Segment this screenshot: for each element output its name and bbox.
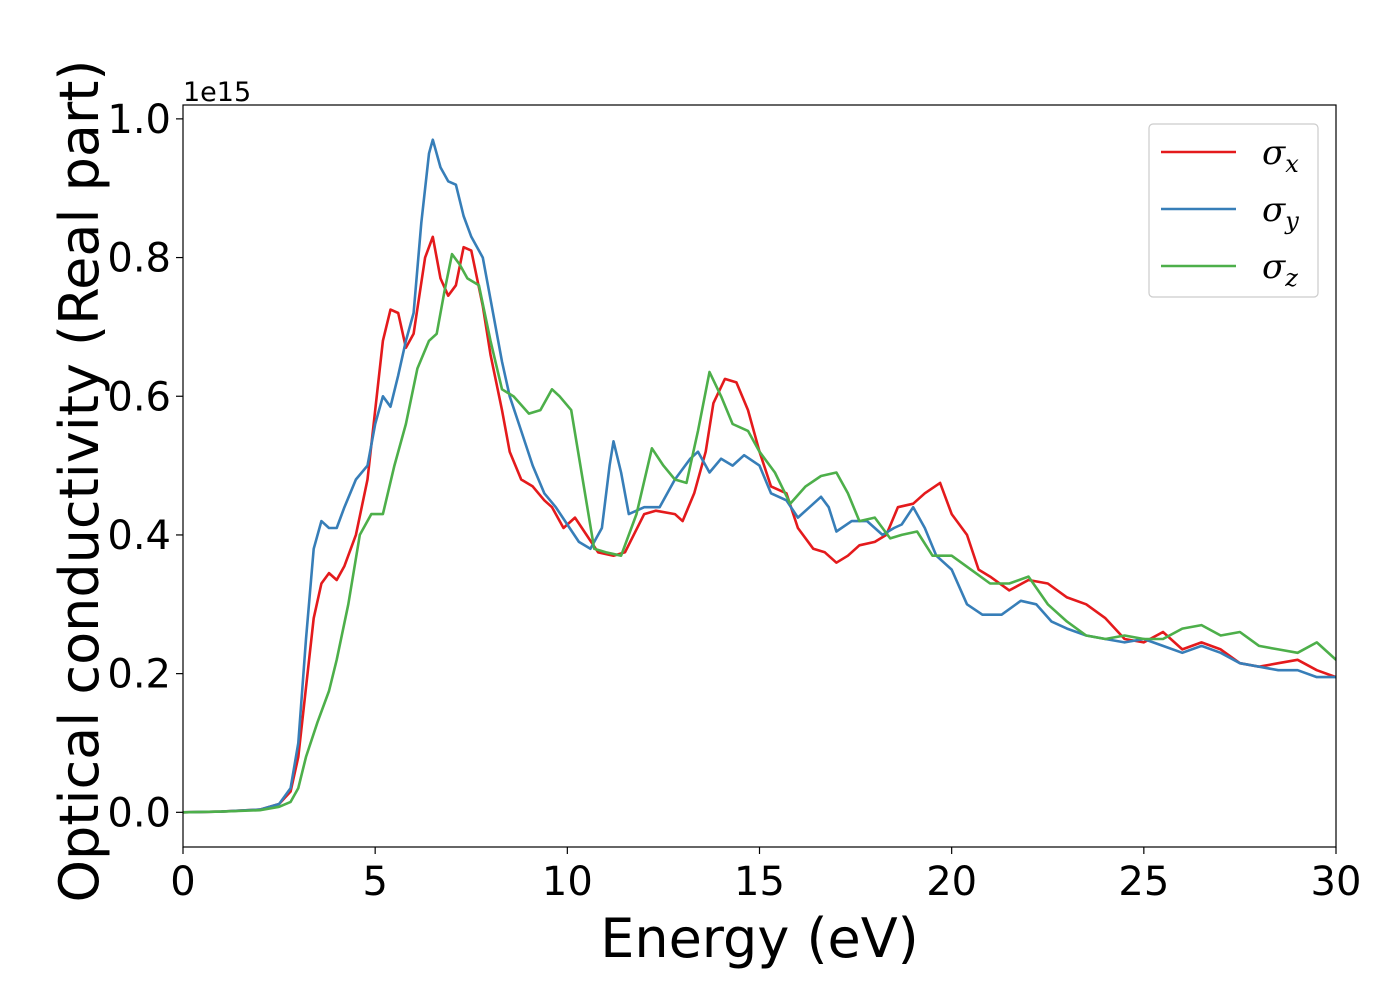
x-axis-ticks: 0 5 10 15 20 25 30 [170,847,1361,905]
series-layer [183,138,1336,814]
series-line-x [183,235,1336,814]
y-tick-label: 0.2 [107,652,171,698]
series-line-z [183,252,1336,814]
x-tick-label: 30 [1311,859,1362,905]
x-tick-label: 25 [1118,859,1169,905]
y-tick-label: 1.0 [107,97,171,143]
y-tick-label: 0.6 [107,374,171,420]
x-tick-label: 10 [542,859,593,905]
x-tick-label: 0 [170,859,195,905]
y-tick-label: 0.8 [107,236,171,282]
legend-box [1148,123,1319,298]
y-axis-offset-label: 1e15 [183,77,251,108]
y-axis-ticks: 0.0 0.2 0.4 0.6 0.8 1.0 [107,97,183,836]
x-tick-label: 15 [734,859,785,905]
series-line-y [183,138,1336,814]
x-tick-label: 5 [362,859,387,905]
x-tick-label: 20 [926,859,977,905]
y-tick-label: 0.4 [107,513,171,559]
x-axis-label: Energy (eV) [600,907,919,970]
y-axis-label: Optical conductivity (Real part) [48,60,111,903]
y-tick-label: 0.0 [107,790,171,836]
